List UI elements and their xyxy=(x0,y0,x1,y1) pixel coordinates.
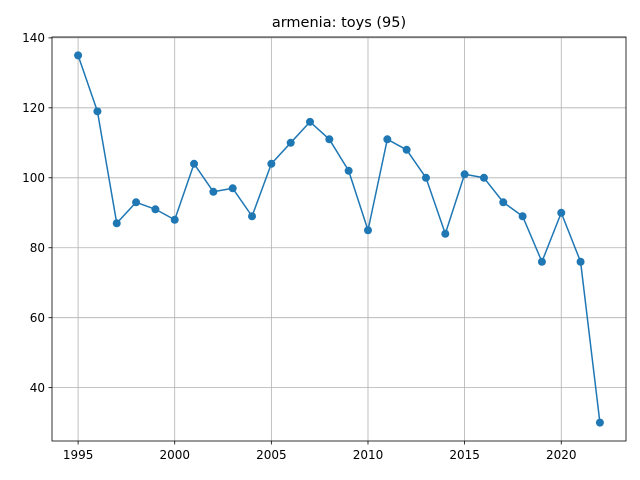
data-point xyxy=(576,257,585,266)
chart-title: armenia: toys (95) xyxy=(272,15,406,31)
x-tick-label: 2020 xyxy=(546,448,577,462)
x-tick-label: 2000 xyxy=(159,448,190,462)
x-tick-label: 1995 xyxy=(63,448,94,462)
data-point xyxy=(344,166,353,175)
data-point xyxy=(112,219,121,228)
data-point xyxy=(228,184,237,193)
data-point xyxy=(151,205,160,214)
series-layer xyxy=(74,51,604,427)
data-point xyxy=(421,173,430,182)
grid-lines xyxy=(52,37,626,441)
data-point xyxy=(170,215,179,224)
data-point xyxy=(518,212,527,221)
data-point xyxy=(132,198,141,207)
axis-ticks: 1995 2000 2005 2010 2015 2020 40 60 80 100 120 140 xyxy=(22,31,576,462)
plot-frame xyxy=(51,36,627,442)
data-point xyxy=(479,173,488,182)
data-point xyxy=(402,145,411,154)
x-tick-label: 2015 xyxy=(449,448,480,462)
series-line xyxy=(77,55,601,423)
data-point xyxy=(209,187,218,196)
data-point xyxy=(93,107,102,116)
y-tick-label: 100 xyxy=(22,171,45,185)
y-tick-label: 40 xyxy=(30,381,45,395)
x-tick-label: 2010 xyxy=(353,448,384,462)
x-tick-label: 2005 xyxy=(256,448,287,462)
data-point xyxy=(190,159,199,168)
y-tick-label: 140 xyxy=(22,31,45,45)
data-point xyxy=(557,208,566,217)
data-point xyxy=(74,51,83,60)
data-point xyxy=(325,135,334,144)
data-point xyxy=(441,229,450,238)
data-point xyxy=(460,170,469,179)
data-point xyxy=(499,198,508,207)
y-tick-label: 120 xyxy=(22,101,45,115)
data-point xyxy=(267,159,276,168)
data-point xyxy=(363,226,372,235)
data-point xyxy=(383,135,392,144)
data-point xyxy=(595,418,604,427)
data-point xyxy=(248,212,257,221)
data-point xyxy=(306,117,315,126)
data-point xyxy=(537,257,546,266)
y-tick-label: 60 xyxy=(30,311,45,325)
data-point xyxy=(286,138,295,147)
y-tick-label: 80 xyxy=(30,241,45,255)
